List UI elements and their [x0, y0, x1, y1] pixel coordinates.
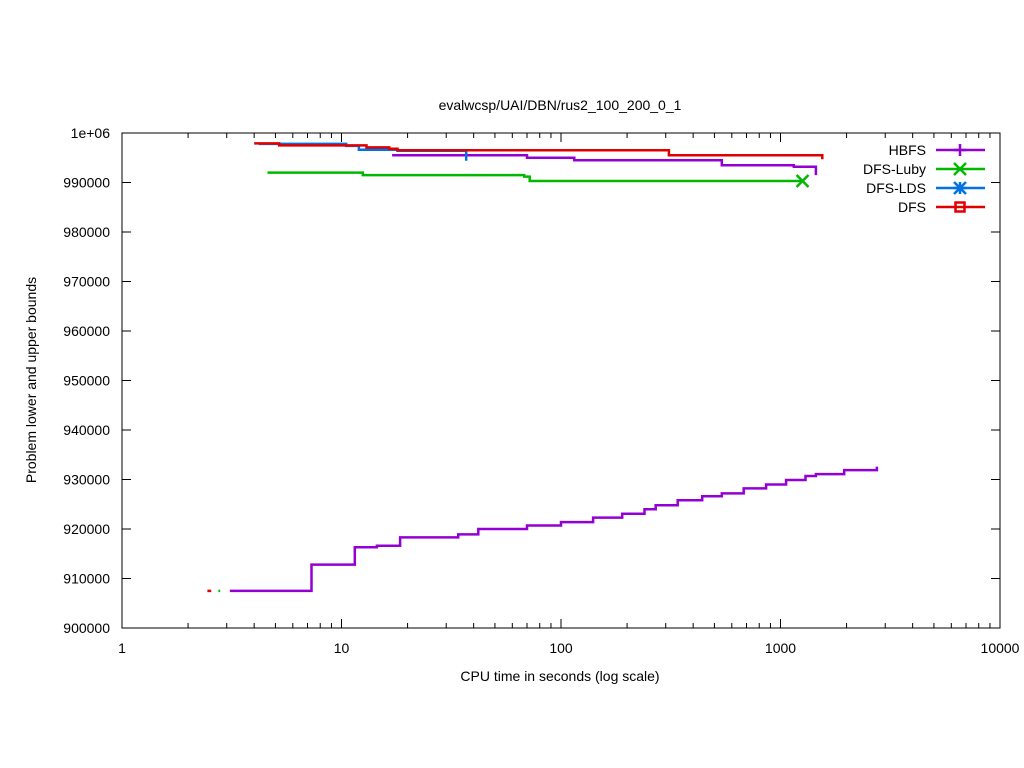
data-point-dfs-luby-stroke — [795, 174, 810, 188]
legend-marker — [953, 181, 967, 195]
plot-frame — [121, 132, 1001, 629]
series-hbfs — [229, 154, 879, 593]
y-tick-label: 920000 — [63, 521, 110, 537]
legend-marker — [953, 162, 967, 176]
legend-label: DFS-LDS — [866, 180, 926, 196]
y-tick-label: 970000 — [63, 274, 110, 290]
x-tick-label: 1 — [118, 640, 126, 656]
y-tick-label: 940000 — [63, 422, 110, 438]
x-axis: 1 10 100 1000 10000 — [118, 133, 1020, 656]
y-tick-label: 1e+06 — [71, 125, 111, 141]
y-tick-label: 950000 — [63, 373, 110, 389]
legend-marker — [954, 144, 966, 156]
legend-label: HBFS — [889, 142, 926, 158]
legend-entry-dfs-lds: DFS-LDS — [866, 180, 985, 196]
series-line-hbfs — [392, 154, 818, 176]
y-tick-label: 930000 — [63, 472, 110, 488]
legend-entry-dfs-luby: DFS-Luby — [863, 161, 985, 177]
legend-marker — [954, 201, 966, 213]
legend-entry-dfs: DFS — [898, 199, 985, 215]
legend-marker-stroke — [954, 201, 966, 213]
legend-marker-stroke — [953, 162, 967, 176]
legend: HBFS DFS-Luby DFS-LDS DFS — [863, 142, 985, 215]
y-tick-label: 960000 — [63, 323, 110, 339]
legend-label: DFS-Luby — [863, 161, 926, 177]
x-tick-label: 1000 — [765, 640, 796, 656]
data-point-dfs-luby — [795, 174, 810, 188]
y-axis: 900000 910000 920000 930000 940000 950000 9600… — [63, 125, 1000, 636]
x-tick-label: 10000 — [981, 640, 1020, 656]
x-axis-label: CPU time in seconds (log scale) — [460, 668, 659, 684]
y-tick-label: 980000 — [63, 224, 110, 240]
y-tick-label: 910000 — [63, 571, 110, 587]
series-line-hbfs — [229, 466, 879, 593]
y-tick-label: 900000 — [63, 620, 110, 636]
series-line-dfs — [254, 142, 824, 160]
legend-entry-hbfs: HBFS — [889, 142, 985, 158]
x-tick-label: 10 — [334, 640, 350, 656]
series-line-dfs-luby — [267, 171, 803, 183]
legend-marker-stroke — [953, 181, 967, 195]
x-tick-label: 100 — [549, 640, 573, 656]
y-tick-label: 990000 — [63, 175, 110, 191]
legend-label: DFS — [898, 199, 926, 215]
y-axis-label: Problem lower and upper bounds — [23, 277, 39, 483]
series-dfs-luby — [218, 171, 810, 593]
chart-title: evalwcsp/UAI/DBN/rus2_100_200_0_1 — [439, 97, 682, 113]
series-dfs — [207, 142, 824, 593]
series-layer — [207, 142, 879, 593]
